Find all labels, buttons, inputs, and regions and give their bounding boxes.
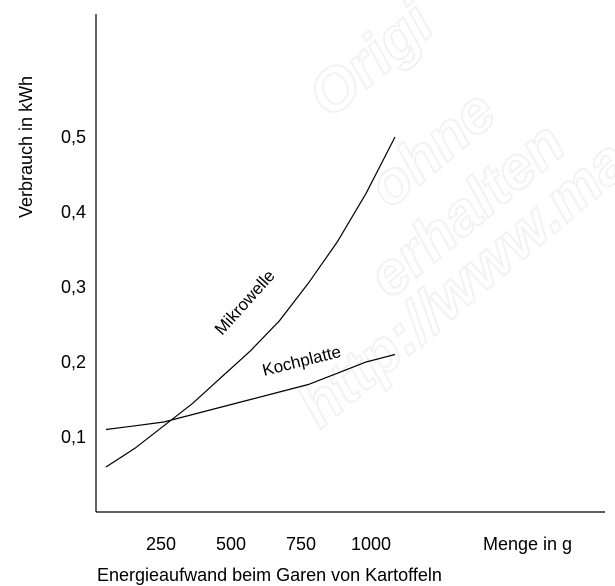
x-axis-label: Menge in g <box>483 534 572 554</box>
x-tick-label: 1000 <box>351 534 391 554</box>
series-label-mikrowelle: Mikrowelle <box>211 266 279 338</box>
x-tick-label: 500 <box>216 534 246 554</box>
series-line-mikrowelle <box>105 136 396 468</box>
tick-labels: 250 500 750 1000 0,1 0,2 0,3 0,4 0,5 <box>61 127 391 554</box>
chart-title: Energieaufwand beim Garen von Kartoffeln <box>97 565 442 585</box>
y-tick-label: 0,3 <box>61 277 86 297</box>
y-tick-label: 0,5 <box>61 127 86 147</box>
y-tick-label: 0,2 <box>61 352 86 372</box>
y-tick-label: 0,1 <box>61 427 86 447</box>
y-tick-label: 0,4 <box>61 202 86 222</box>
series-line-kochplatte <box>105 353 396 431</box>
axes <box>95 14 605 513</box>
x-tick-label: 750 <box>286 534 316 554</box>
x-tick-label: 250 <box>146 534 176 554</box>
y-axis-label: Verbrauch in kWh <box>16 76 36 218</box>
